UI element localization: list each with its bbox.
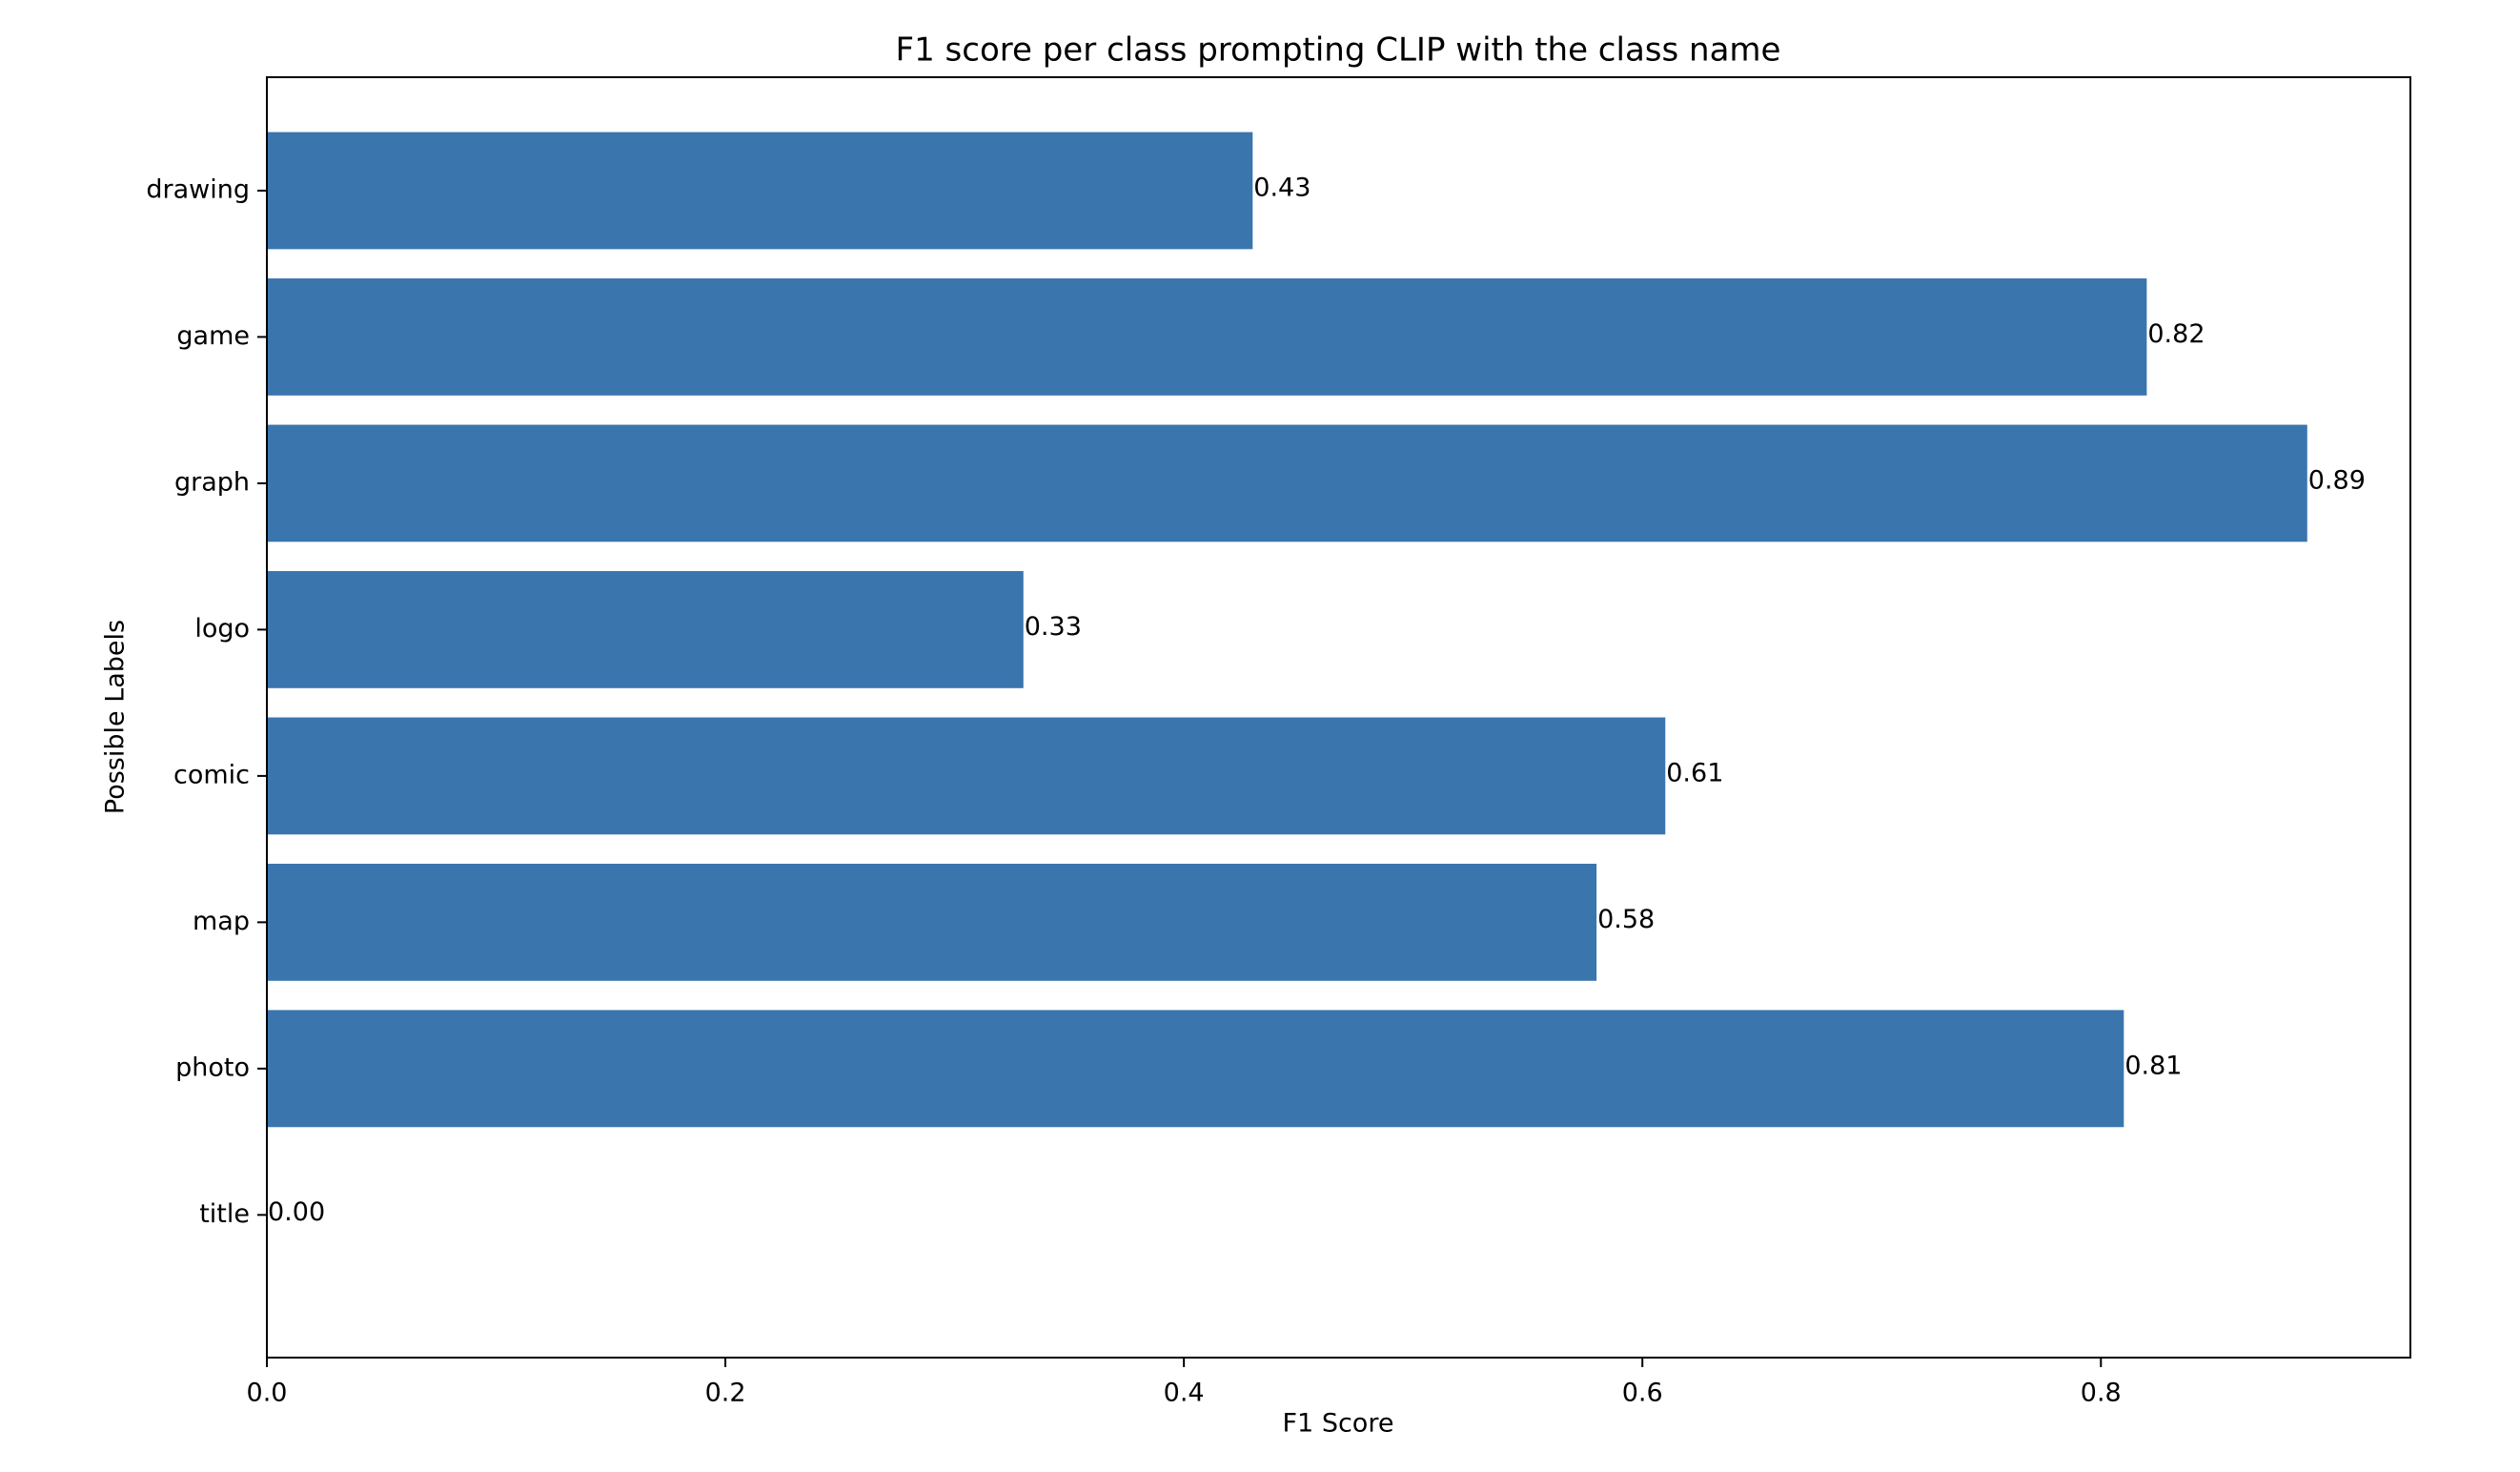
y-tick-label-comic: comic (173, 760, 250, 789)
bar-value-label-game: 0.82 (2147, 319, 2205, 349)
y-tick-label-map: map (193, 907, 250, 936)
y-tick-label-title: title (199, 1199, 250, 1229)
x-tick-label-3: 0.6 (1622, 1379, 1663, 1408)
y-tick-label-logo: logo (194, 614, 250, 644)
bar-comic (267, 717, 1666, 835)
x-axis-label: F1 Score (1283, 1409, 1394, 1439)
bar-graph (267, 424, 2307, 542)
bar-labels-layer: 0.43 0.82 0.89 0.33 0.61 0.58 0.81 0.00 (268, 173, 2366, 1226)
bar-value-label-comic: 0.61 (1666, 758, 1723, 787)
bar-logo (267, 571, 1024, 688)
bars-layer (267, 132, 2307, 1128)
bar-map (267, 863, 1597, 981)
chart-title: F1 score per class prompting CLIP with t… (896, 31, 1781, 70)
y-tick-label-photo: photo (175, 1053, 250, 1082)
bar-value-label-graph: 0.89 (2308, 465, 2366, 495)
y-axis-label: Possible Labels (101, 620, 131, 814)
y-tick-label-game: game (176, 321, 250, 351)
bar-value-label-drawing: 0.43 (1253, 173, 1311, 202)
bar-photo (267, 1010, 2124, 1128)
bar-value-label-map: 0.58 (1597, 905, 1655, 934)
x-ticks-layer: 0.0 0.2 0.4 0.6 0.8 (247, 1358, 2122, 1408)
y-tick-label-drawing: drawing (146, 174, 250, 204)
y-ticks-layer: drawing game graph logo comic map photo title (146, 174, 267, 1229)
bar-game (267, 278, 2147, 396)
bar-value-label-logo: 0.33 (1025, 612, 1082, 642)
plot-frame (266, 76, 2411, 1359)
x-tick-label-1: 0.2 (705, 1379, 746, 1408)
x-tick-label-0: 0.0 (247, 1379, 288, 1408)
y-tick-label-graph: graph (174, 467, 250, 497)
x-tick-label-2: 0.4 (1164, 1379, 1205, 1408)
bar-value-label-title: 0.00 (268, 1197, 325, 1227)
bar-drawing (267, 132, 1253, 250)
x-tick-label-4: 0.8 (2081, 1379, 2122, 1408)
bar-value-label-photo: 0.81 (2124, 1051, 2182, 1080)
